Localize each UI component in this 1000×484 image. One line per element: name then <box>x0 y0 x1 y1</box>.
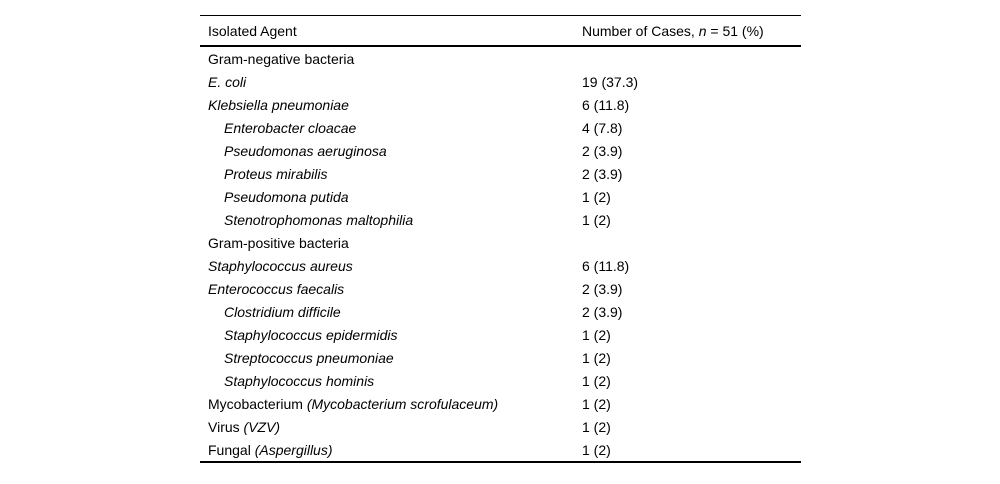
column-header-isolated-agent: Isolated Agent <box>208 22 297 39</box>
agent-name-latin: (Aspergillus) <box>254 441 333 458</box>
agent-name-latin: (Mycobacterium scrofulaceum) <box>306 395 499 412</box>
isolated-agent-cell: Enterobacter cloacae <box>200 120 582 136</box>
cases-cell: 2 (3.9) <box>582 142 623 159</box>
table-row: Clostridium difficile 2 (3.9) <box>200 300 801 323</box>
cases-cell: 6 (11.8) <box>582 257 630 274</box>
isolated-agent-cell: Gram-negative bacteria <box>200 51 582 67</box>
isolated-agent-cell: E. coli <box>200 74 582 90</box>
cases-cell: 1 (2) <box>582 395 611 412</box>
cases-cell: 1 (2) <box>582 372 611 389</box>
table-row: Staphylococcus hominis 1 (2) <box>200 369 801 392</box>
table-row: Proteus mirabilis 2 (3.9) <box>200 162 801 185</box>
cases-cell: 1 (2) <box>582 211 611 228</box>
cases-cell: 2 (3.9) <box>582 165 623 182</box>
table-row: Stenotrophomonas maltophilia 1 (2) <box>200 208 801 231</box>
cases-cell: 1 (2) <box>582 418 611 435</box>
isolated-agent-cell: Klebsiella pneumoniae <box>200 97 582 113</box>
isolated-agent-cell: Pseudomona putida <box>200 189 582 205</box>
isolated-agent-cell: Mycobacterium (Mycobacterium scrofulaceu… <box>200 396 582 412</box>
cases-cell: 2 (3.9) <box>582 303 623 320</box>
table-row: Gram-positive bacteria <box>200 231 801 254</box>
isolated-agent-cell: Pseudomonas aeruginosa <box>200 143 582 159</box>
cases-cell: 19 (37.3) <box>582 73 639 90</box>
table-header-row: Isolated Agent Number of Cases, n = 51 (… <box>200 16 801 47</box>
isolated-agent-cell: Stenotrophomonas maltophilia <box>200 212 582 228</box>
header-cases-prefix: Number of Cases, <box>582 22 699 39</box>
isolated-agent-cell: Gram-positive bacteria <box>200 235 582 251</box>
table-row: Virus (VZV) 1 (2) <box>200 415 801 438</box>
table-row: Gram-negative bacteria <box>200 47 801 70</box>
table-row: Staphylococcus aureus 6 (11.8) <box>200 254 801 277</box>
agent-name-latin: Staphylococcus epidermidis <box>224 326 398 343</box>
agent-name-latin: Enterobacter cloacae <box>224 119 357 136</box>
agent-name: Gram-negative bacteria <box>208 50 355 67</box>
agent-name: Mycobacterium <box>208 395 307 412</box>
agent-name-latin: Proteus mirabilis <box>224 165 328 182</box>
table-row: Mycobacterium (Mycobacterium scrofulaceu… <box>200 392 801 415</box>
cases-cell: 1 (2) <box>582 188 611 205</box>
isolated-agent-cell: Proteus mirabilis <box>200 166 582 182</box>
agent-name: Virus <box>208 418 244 435</box>
table-row: Enterococcus faecalis 2 (3.9) <box>200 277 801 300</box>
agent-name-latin: Streptococcus pneumoniae <box>224 349 394 366</box>
table-row: E. coli 19 (37.3) <box>200 70 801 93</box>
table-row: Streptococcus pneumoniae 1 (2) <box>200 346 801 369</box>
cases-cell: 1 (2) <box>582 441 611 458</box>
table-row: Pseudomonas aeruginosa 2 (3.9) <box>200 139 801 162</box>
table-row: Pseudomona putida 1 (2) <box>200 185 801 208</box>
agent-name-latin: Pseudomona putida <box>224 188 349 205</box>
table-row: Enterobacter cloacae 4 (7.8) <box>200 116 801 139</box>
isolated-agent-cell: Staphylococcus hominis <box>200 373 582 389</box>
isolated-agent-cell: Clostridium difficile <box>200 304 582 320</box>
isolated-agent-cell: Staphylococcus epidermidis <box>200 327 582 343</box>
agent-name-latin: E. coli <box>208 73 247 90</box>
agent-name-latin: (VZV) <box>243 418 281 435</box>
table-row: Staphylococcus epidermidis 1 (2) <box>200 323 801 346</box>
isolated-agent-cell: Streptococcus pneumoniae <box>200 350 582 366</box>
header-cases-suffix: = 51 (%) <box>706 22 764 39</box>
isolated-agent-table: Isolated Agent Number of Cases, n = 51 (… <box>200 15 801 463</box>
agent-name-latin: Staphylococcus aureus <box>208 257 353 274</box>
cases-cell: 1 (2) <box>582 326 611 343</box>
cases-cell: 6 (11.8) <box>582 96 630 113</box>
cases-cell: 2 (3.9) <box>582 280 623 297</box>
cases-cell: 4 (7.8) <box>582 119 623 136</box>
agent-name: Gram-positive bacteria <box>208 234 349 251</box>
agent-name: Fungal <box>208 441 255 458</box>
agent-name-latin: Clostridium difficile <box>224 303 341 320</box>
table-row: Klebsiella pneumoniae 6 (11.8) <box>200 93 801 116</box>
table-row: Fungal (Aspergillus) 1 (2) <box>200 438 801 461</box>
isolated-agent-cell: Fungal (Aspergillus) <box>200 442 582 458</box>
cases-cell: 1 (2) <box>582 349 611 366</box>
isolated-agent-cell: Staphylococcus aureus <box>200 258 582 274</box>
agent-name-latin: Enterococcus faecalis <box>208 280 345 297</box>
header-cases-n-symbol: n <box>698 22 707 39</box>
agent-name-latin: Klebsiella pneumoniae <box>208 96 349 113</box>
column-header-number-of-cases: Number of Cases, n = 51 (%) <box>582 23 801 39</box>
agent-name-latin: Pseudomonas aeruginosa <box>224 142 387 159</box>
isolated-agent-cell: Virus (VZV) <box>200 419 582 435</box>
agent-name-latin: Stenotrophomonas maltophilia <box>224 211 414 228</box>
agent-name-latin: Staphylococcus hominis <box>224 372 375 389</box>
isolated-agent-cell: Enterococcus faecalis <box>200 281 582 297</box>
